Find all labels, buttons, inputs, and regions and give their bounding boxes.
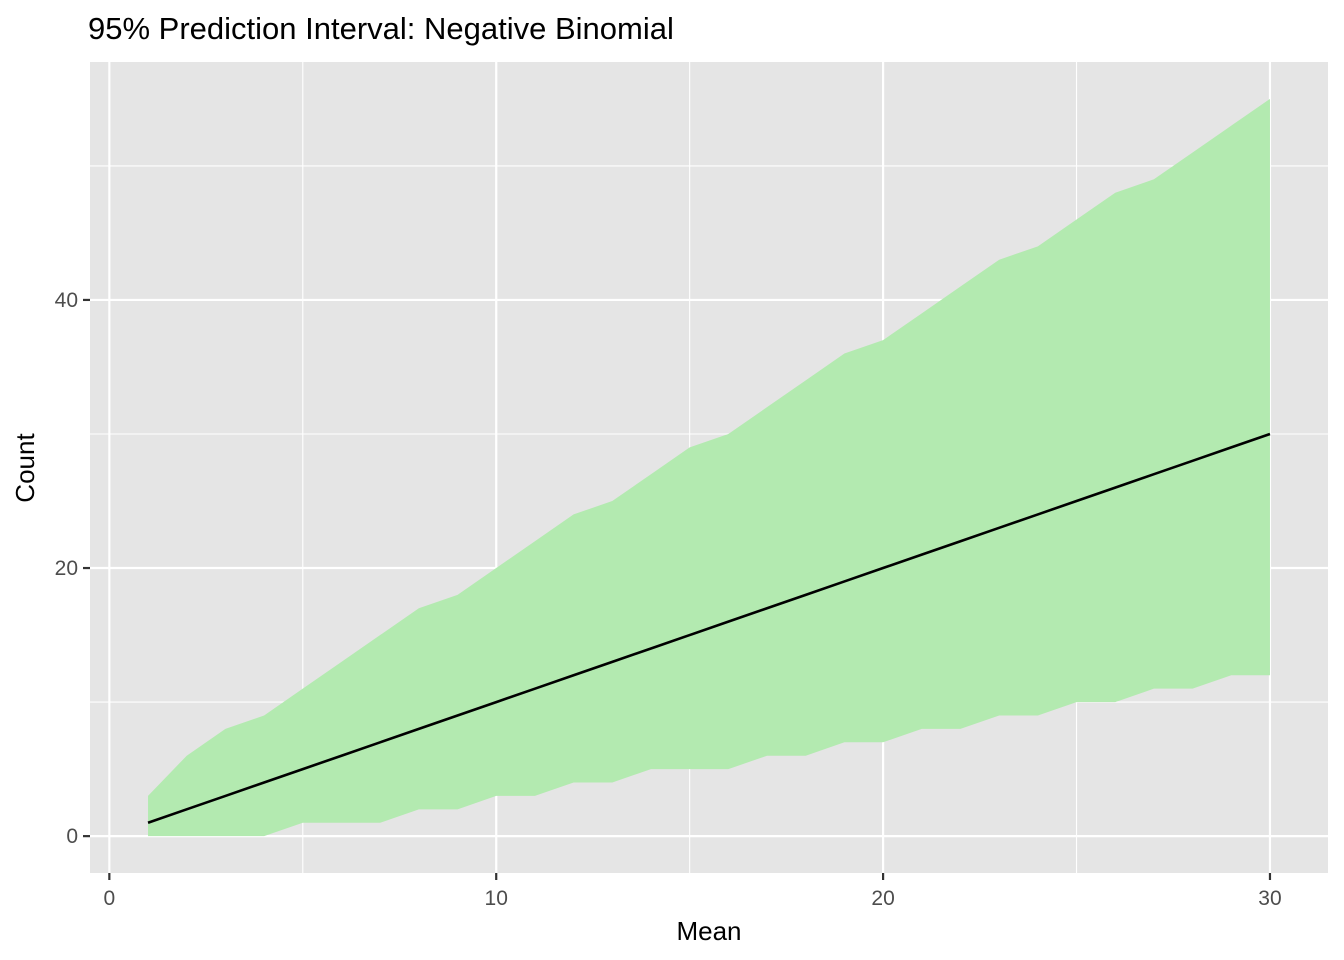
x-axis-title: Mean (676, 916, 741, 946)
axes: 0 10 20 30 0 20 40 (55, 289, 1282, 910)
y-axis-title: Count (10, 433, 40, 503)
prediction-interval-band (148, 98, 1270, 837)
chart-title: 95% Prediction Interval: Negative Binomi… (88, 11, 674, 46)
x-tick-label: 10 (485, 887, 508, 910)
y-tick-label: 20 (55, 557, 78, 580)
x-tick-label: 0 (104, 887, 116, 910)
y-tick-label: 40 (55, 289, 78, 312)
mean-line (147, 432, 1271, 824)
x-tick-label: 30 (1258, 887, 1281, 910)
x-tick-label: 20 (871, 887, 894, 910)
y-tick-label: 0 (66, 825, 78, 848)
